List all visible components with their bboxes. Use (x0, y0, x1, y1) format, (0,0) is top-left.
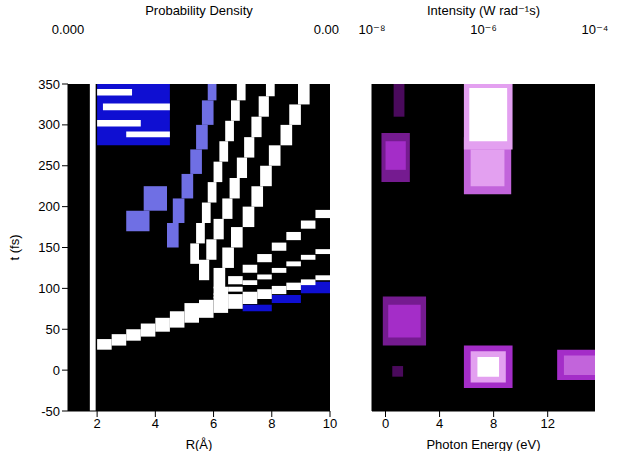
html-text:Probability Density: Probability Density (145, 3, 253, 18)
svg-text:12: 12 (540, 416, 554, 431)
svg-text:200: 200 (38, 199, 60, 214)
html-text:Intensity (W rad⁻¹s): Intensity (W rad⁻¹s) (427, 3, 540, 18)
svg-text:10⁻⁴: 10⁻⁴ (582, 22, 609, 37)
svg-text:4: 4 (152, 416, 159, 431)
svg-text:6: 6 (210, 416, 217, 431)
svg-text:350: 350 (38, 78, 60, 92)
svg-text:150: 150 (38, 240, 60, 255)
svg-text:300: 300 (38, 117, 60, 132)
svg-text:0.000: 0.000 (52, 22, 85, 37)
svg-text:2: 2 (93, 416, 100, 431)
svg-text:10⁻⁸: 10⁻⁸ (359, 22, 386, 37)
svg-text:0.001: 0.001 (314, 22, 340, 37)
svg-text:Photon Energy (eV): Photon Energy (eV) (426, 437, 540, 451)
svg-text:10⁻⁶: 10⁻⁶ (470, 22, 497, 37)
svg-text:R(Å): R(Å) (186, 437, 213, 451)
svg-text:0: 0 (382, 416, 389, 431)
svg-text:0: 0 (53, 363, 60, 378)
svg-text:100: 100 (38, 281, 60, 296)
svg-text:10: 10 (323, 416, 337, 431)
svg-text:8: 8 (268, 416, 275, 431)
svg-text:t (fs): t (fs) (7, 235, 22, 261)
svg-text:-50: -50 (41, 404, 60, 419)
svg-text:50: 50 (46, 322, 60, 337)
svg-text:8: 8 (490, 416, 497, 431)
svg-text:4: 4 (436, 416, 443, 431)
svg-text:250: 250 (38, 158, 60, 173)
